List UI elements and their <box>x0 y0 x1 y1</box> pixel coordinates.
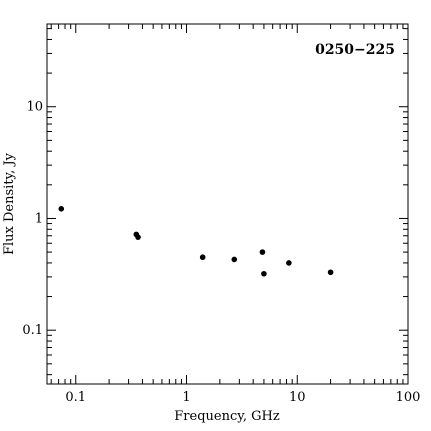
data-point <box>286 260 292 266</box>
data-point <box>327 269 334 276</box>
x-tick-label: 0.1 <box>65 390 86 405</box>
data-point <box>135 234 141 240</box>
y-tick-label: 1 <box>35 211 43 226</box>
y-axis-label: Flux Density, Jy <box>2 152 17 255</box>
axes <box>46 23 409 385</box>
x-axis-label: Frequency, GHz <box>174 409 280 424</box>
x-tick-label: 10 <box>289 390 306 405</box>
x-tick-label: 1 <box>182 390 190 405</box>
tick-labels: 0.1 1 10 100 0.1 1 10 <box>22 100 420 405</box>
data-point <box>199 254 206 261</box>
data-points <box>58 206 334 277</box>
x-tick-label: 100 <box>396 390 421 405</box>
data-point <box>231 256 238 263</box>
data-point <box>259 249 266 255</box>
y-tick-label: 0.1 <box>22 323 43 338</box>
data-point <box>58 206 65 212</box>
y-tick-label: 10 <box>26 100 43 115</box>
chart-title: 0250−225 <box>315 42 395 58</box>
data-point <box>261 270 267 277</box>
plot-frame <box>46 23 409 385</box>
